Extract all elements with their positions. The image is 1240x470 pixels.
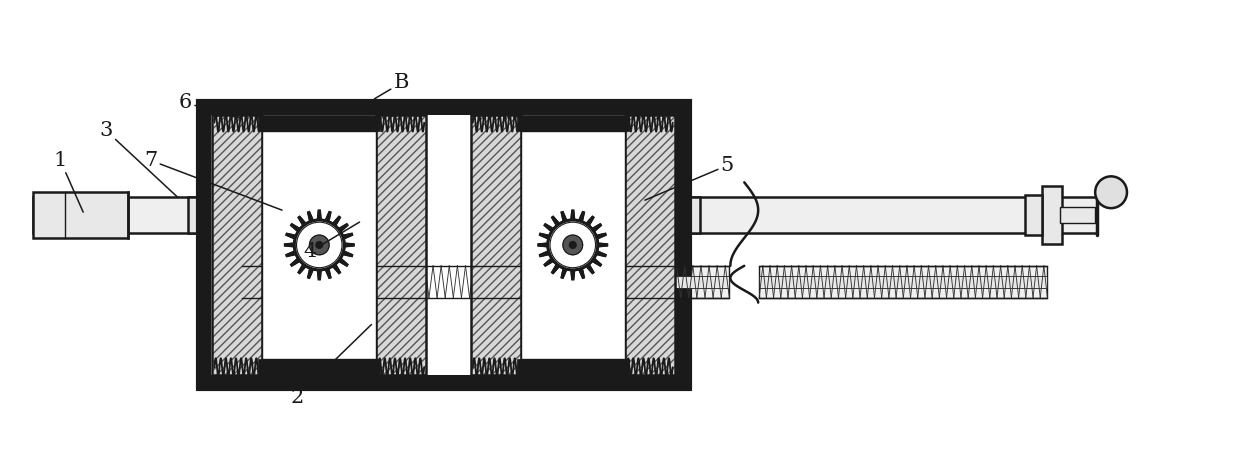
Bar: [759, 266, 1048, 298]
Text: 6: 6: [179, 93, 242, 119]
Circle shape: [316, 242, 322, 248]
Circle shape: [551, 222, 595, 268]
Bar: [258, 359, 381, 375]
Polygon shape: [284, 210, 355, 280]
Text: 7: 7: [144, 151, 281, 210]
Circle shape: [1095, 176, 1127, 208]
Bar: [759, 276, 1048, 288]
Bar: [625, 115, 675, 375]
Bar: [258, 115, 381, 131]
Bar: [197, 101, 689, 389]
Bar: [1060, 207, 1095, 223]
Bar: [377, 115, 427, 375]
Bar: [262, 131, 377, 359]
Bar: [242, 276, 729, 288]
Bar: [521, 131, 625, 359]
Polygon shape: [538, 210, 608, 280]
Bar: [242, 266, 729, 298]
Bar: [517, 115, 629, 131]
Text: 4: 4: [304, 222, 360, 261]
Text: 2: 2: [290, 324, 372, 407]
Bar: [281, 233, 360, 261]
Bar: [212, 115, 262, 375]
Text: 1: 1: [53, 151, 83, 212]
Bar: [1024, 195, 1043, 235]
Bar: [33, 197, 1097, 233]
Circle shape: [569, 242, 577, 248]
Bar: [517, 359, 629, 375]
Bar: [33, 192, 128, 238]
Bar: [187, 197, 699, 233]
Bar: [471, 115, 521, 375]
Bar: [625, 115, 675, 375]
Circle shape: [310, 235, 329, 255]
Bar: [575, 233, 652, 261]
Bar: [471, 115, 521, 375]
Bar: [377, 115, 427, 375]
Circle shape: [296, 222, 342, 268]
Text: 5: 5: [645, 156, 734, 200]
Bar: [212, 115, 262, 375]
Circle shape: [563, 235, 583, 255]
Bar: [212, 115, 676, 375]
Text: 3: 3: [99, 121, 177, 197]
Bar: [1043, 186, 1063, 244]
Text: B: B: [374, 73, 409, 99]
